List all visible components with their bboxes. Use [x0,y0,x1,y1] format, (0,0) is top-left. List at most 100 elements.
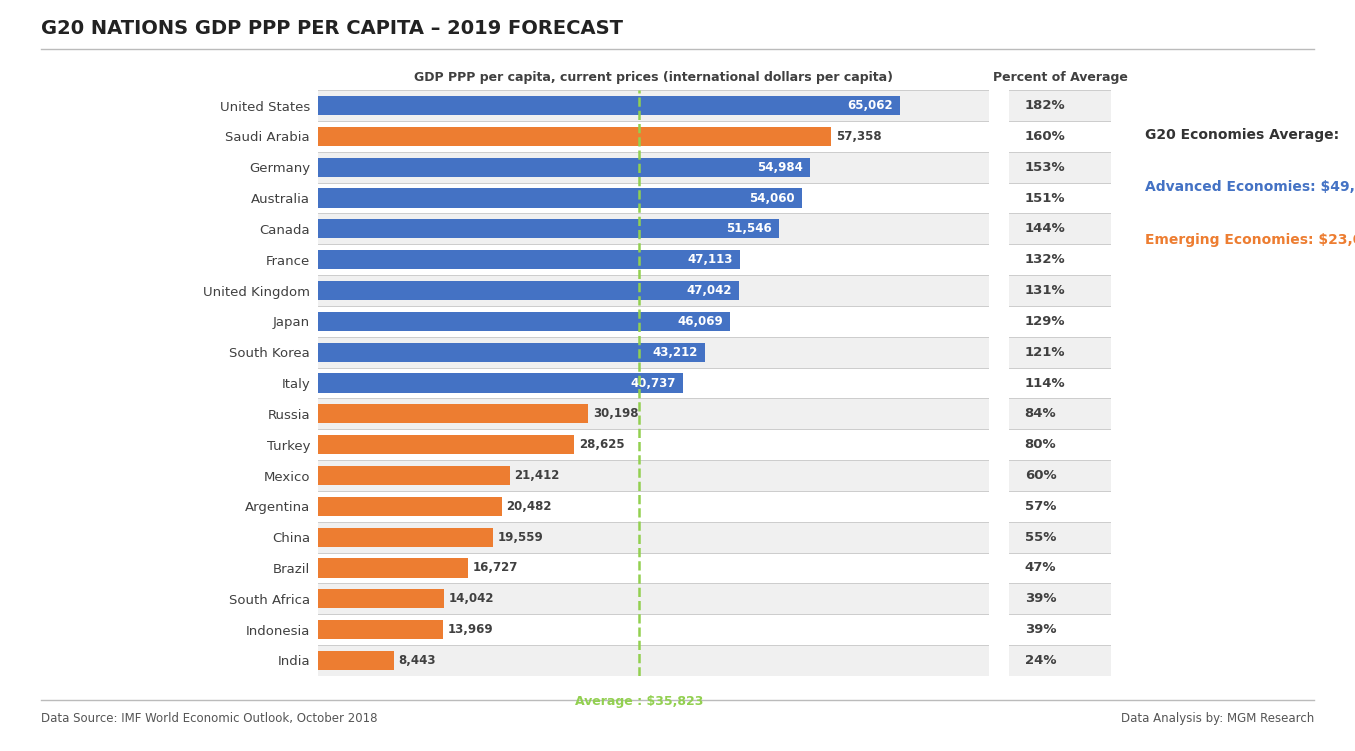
Bar [1009,152,1111,182]
Bar [1009,244,1111,275]
Bar [318,553,989,584]
Text: 80%: 80% [1024,438,1057,451]
Bar [1009,275,1111,306]
Text: Advanced Economies: $49,980: Advanced Economies: $49,980 [1145,180,1355,195]
Bar [318,158,810,176]
Text: 57,358: 57,358 [836,130,882,143]
Text: Emerging Economies: $23,081: Emerging Economies: $23,081 [1145,233,1355,247]
Bar [1009,399,1111,430]
Text: 47,042: 47,042 [687,284,732,297]
Bar [318,460,989,491]
Text: 39%: 39% [1024,593,1056,605]
Text: 55%: 55% [1024,531,1056,544]
Bar [318,250,740,270]
Bar [318,496,501,516]
Text: 54,060: 54,060 [749,192,795,204]
Bar [318,182,989,213]
Text: 121%: 121% [1024,345,1065,359]
Bar [1009,584,1111,614]
Text: Average : $35,823: Average : $35,823 [575,695,703,707]
Bar [1009,121,1111,152]
Text: 19,559: 19,559 [497,531,543,544]
Bar [318,342,705,362]
Bar [318,584,989,614]
Text: 57%: 57% [1024,500,1056,513]
Bar [318,281,738,300]
Bar [318,306,989,336]
Bar [318,559,467,578]
Bar [318,189,802,207]
Bar [1009,213,1111,244]
Bar [318,614,989,645]
Bar [318,491,989,522]
Bar [1009,614,1111,645]
Text: 14,042: 14,042 [449,593,495,605]
Bar [1009,491,1111,522]
Text: Percent of Average: Percent of Average [993,71,1127,84]
Bar [318,645,989,676]
Bar [318,404,588,424]
Bar [1009,645,1111,676]
Text: 160%: 160% [1024,130,1065,143]
Bar [1009,182,1111,213]
Text: 129%: 129% [1024,315,1065,328]
Bar [318,127,832,146]
Bar [318,312,730,331]
Bar [1009,430,1111,460]
Bar [318,367,989,399]
Text: 84%: 84% [1024,407,1057,421]
Bar [318,275,989,306]
Bar [1009,336,1111,367]
Bar [318,336,989,367]
Text: 47%: 47% [1024,562,1056,575]
Bar [1009,553,1111,584]
Bar [318,430,989,460]
Bar [318,522,989,553]
Bar [318,590,444,608]
Text: 39%: 39% [1024,623,1056,636]
Text: 8,443: 8,443 [398,654,436,667]
Text: 21,412: 21,412 [515,469,560,482]
Bar [1009,522,1111,553]
Text: GDP PPP per capita, current prices (international dollars per capita): GDP PPP per capita, current prices (inte… [415,71,893,84]
Bar [1009,460,1111,491]
Text: 60%: 60% [1024,469,1057,482]
Text: 131%: 131% [1024,284,1065,297]
Bar [318,620,443,639]
Text: 132%: 132% [1024,253,1065,266]
Bar [1009,306,1111,336]
Text: 151%: 151% [1024,192,1065,204]
Bar [318,90,989,121]
Text: 13,969: 13,969 [447,623,493,636]
Text: 153%: 153% [1024,161,1065,173]
Bar [318,466,509,485]
Text: 43,212: 43,212 [652,345,698,359]
Text: 144%: 144% [1024,222,1065,235]
Bar [318,213,989,244]
Text: 16,727: 16,727 [473,562,518,575]
Text: 51,546: 51,546 [726,222,772,235]
Text: Data Analysis by: MGM Research: Data Analysis by: MGM Research [1121,712,1314,725]
Text: 46,069: 46,069 [678,315,724,328]
Text: 20,482: 20,482 [505,500,551,513]
Bar [318,96,900,115]
Bar [318,244,989,275]
Bar [1009,90,1111,121]
Bar [318,435,575,454]
Text: 24%: 24% [1024,654,1056,667]
Bar [318,219,779,238]
Bar [318,399,989,430]
Text: 47,113: 47,113 [687,253,733,266]
Text: 114%: 114% [1024,376,1065,390]
Text: 30,198: 30,198 [593,407,638,421]
Text: 54,984: 54,984 [757,161,804,173]
Text: 65,062: 65,062 [847,99,893,112]
Text: G20 NATIONS GDP PPP PER CAPITA – 2019 FORECAST: G20 NATIONS GDP PPP PER CAPITA – 2019 FO… [41,19,623,38]
Text: 182%: 182% [1024,99,1065,112]
Bar [318,152,989,182]
Bar [318,651,394,670]
Text: 28,625: 28,625 [579,438,625,451]
Bar [318,373,683,393]
Bar [318,121,989,152]
Bar [318,528,493,547]
